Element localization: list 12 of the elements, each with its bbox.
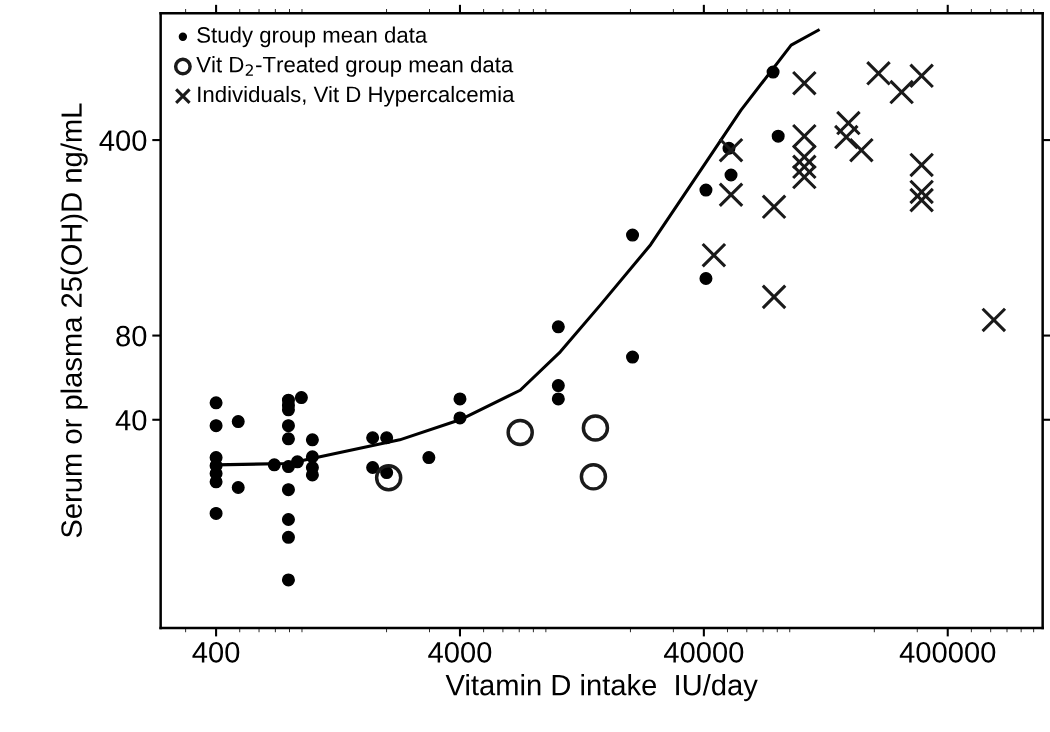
x-tick-label: 400 bbox=[192, 642, 240, 663]
legend-label: Individuals, Vit D Hypercalcemia bbox=[198, 85, 515, 107]
x-tick-label: 40000 bbox=[663, 642, 744, 663]
legend-label: Vit D$_{2}$-Treated group mean data bbox=[196, 56, 514, 77]
x-axis-title: Vitamin D intake IU/day bbox=[445, 673, 758, 702]
y-tick-label: 40 bbox=[115, 409, 147, 431]
x-tick-label: 4000 bbox=[428, 642, 492, 663]
y-axis-title: Serum or plasma 25(OH)D ng/mL bbox=[60, 103, 88, 538]
y-tick-label: 400 bbox=[99, 130, 147, 151]
x-tick-label: 400000 bbox=[899, 642, 996, 663]
legend-label: Study group mean data bbox=[197, 26, 428, 48]
y-tick-label: 80 bbox=[116, 325, 147, 347]
